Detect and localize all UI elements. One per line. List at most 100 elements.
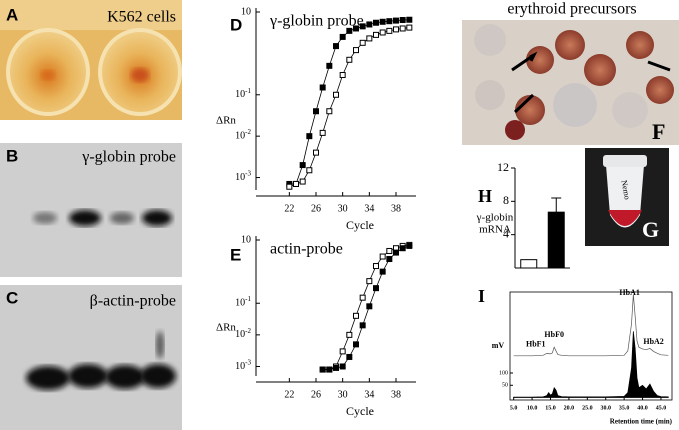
point [399, 25, 406, 32]
point [366, 278, 373, 285]
tube-text: Nemo [620, 179, 632, 200]
gel-b [0, 143, 182, 277]
x-tick-label: 30 [338, 203, 348, 214]
point [359, 23, 366, 30]
x-axis-label: Retention time (min) [610, 418, 673, 426]
point [406, 242, 413, 249]
annotation: HbF1 [526, 340, 546, 349]
line [513, 294, 669, 357]
line [322, 245, 410, 370]
x-tick-label: 35.0 [619, 405, 630, 411]
chart-title: γ-globin probe [269, 13, 364, 30]
point [306, 133, 313, 140]
point [393, 17, 399, 24]
point [346, 331, 353, 338]
panel-label: H [478, 186, 492, 206]
point [353, 312, 359, 319]
x-tick-label: 30 [338, 389, 348, 400]
point [326, 366, 333, 373]
y-tick-label: 12 [497, 160, 509, 174]
bar [520, 259, 538, 269]
x-tick-label: 10.0 [527, 405, 538, 411]
point [353, 47, 359, 54]
x-tick-label: 22 [284, 203, 294, 214]
photo-a [0, 0, 182, 120]
point [333, 91, 339, 98]
tick-exponent: -1 [245, 295, 251, 303]
y-axis-label: ΔRn [216, 115, 236, 127]
caption: K562 cells [107, 9, 176, 26]
point [366, 35, 373, 42]
tick-exponent: -2 [245, 128, 251, 136]
panel-label: G [642, 217, 659, 242]
point [299, 178, 306, 185]
point [373, 263, 379, 270]
point [379, 18, 386, 25]
x-tick-label: 25.0 [582, 405, 593, 411]
x-tick-label: 40.0 [637, 405, 648, 411]
x-tick-label: 38 [391, 389, 401, 400]
x-tick-label: 26 [311, 203, 321, 214]
x-axis-label: Cycle [346, 218, 374, 232]
point [359, 39, 366, 46]
annotation: HbA1 [619, 288, 639, 297]
point [333, 43, 339, 50]
photo-f [462, 20, 679, 145]
y-tick-label: 10-3 [235, 358, 251, 372]
panel-label: B [6, 146, 18, 165]
y-tick-label: 10 [241, 234, 251, 245]
panel-label: E [230, 245, 241, 264]
point [293, 180, 299, 187]
panel-label: F [652, 119, 665, 144]
chart-title: actin-probe [270, 241, 343, 258]
caption: γ-globin probe [81, 149, 176, 166]
point [386, 27, 393, 34]
gel-c [0, 285, 182, 430]
point [326, 62, 333, 69]
point [359, 294, 366, 301]
point [299, 162, 306, 169]
caption: β-actin-probe [90, 293, 176, 310]
y-tick-label: 10 [241, 6, 251, 17]
point [399, 17, 406, 24]
point [333, 364, 339, 371]
point [319, 84, 326, 91]
point [326, 108, 333, 115]
point [379, 253, 386, 260]
annotation: HbF0 [544, 330, 564, 339]
point [339, 363, 346, 370]
line [322, 244, 410, 370]
panel-label: I [478, 286, 485, 306]
point [366, 21, 373, 28]
point [366, 303, 373, 310]
point [286, 183, 293, 190]
error-bar [551, 197, 562, 213]
tick-exponent: -1 [245, 86, 251, 94]
photo-g: Nemo [585, 148, 669, 246]
y-tick-label: 4 [503, 226, 509, 240]
y-tick-label: 50 [502, 383, 508, 389]
point [373, 31, 379, 38]
y-axis-label: γ-globin [476, 212, 514, 224]
x-tick-label: 45.0 [656, 405, 667, 411]
point [393, 26, 399, 33]
point [346, 353, 353, 360]
point [393, 249, 399, 256]
point [319, 366, 326, 373]
x-tick-label: 30.0 [600, 405, 611, 411]
y-tick-label: 10-1 [235, 86, 251, 100]
tick-exponent: -2 [245, 326, 251, 334]
point [399, 245, 406, 252]
line [289, 27, 410, 188]
caption: erythroid precursors [507, 1, 636, 18]
annotation: HbA2 [643, 337, 663, 346]
x-tick-label: 26 [311, 389, 321, 400]
y-axis-label: mV [492, 341, 505, 350]
point [379, 268, 386, 275]
x-tick-label: 20.0 [564, 405, 575, 411]
point [339, 33, 346, 40]
line [289, 19, 410, 185]
panel-label: C [6, 288, 18, 307]
x-tick-label: 22 [284, 389, 294, 400]
